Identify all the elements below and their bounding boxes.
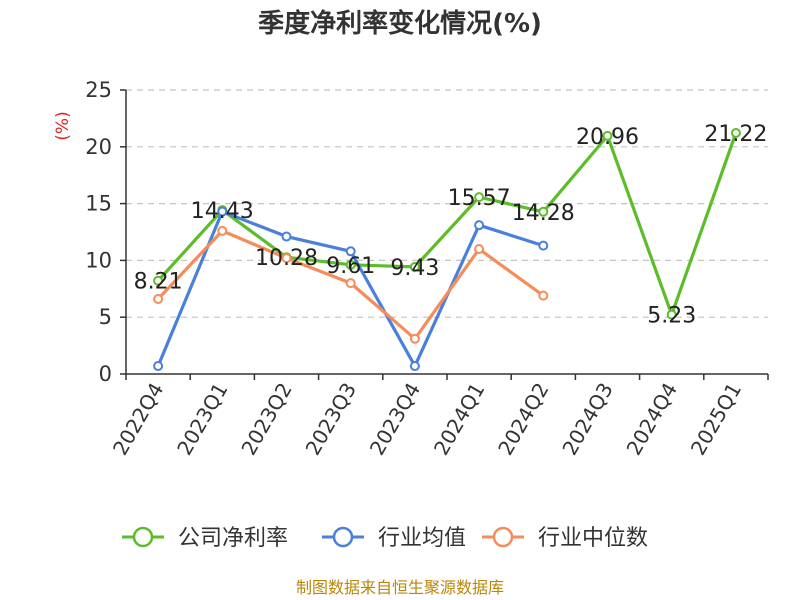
legend-item-2: 行业中位数	[482, 526, 648, 551]
series-point-0	[602, 130, 613, 141]
y-tick-label: 25	[85, 78, 112, 102]
series-point-2	[153, 294, 164, 305]
x-tick-label: 2024Q4	[622, 379, 682, 460]
series-line-0	[156, 132, 738, 317]
gridlines	[126, 89, 768, 318]
x-tick-label: 2024Q1	[429, 379, 489, 460]
x-tick-label: 2025Q1	[686, 379, 746, 460]
y-tick-label: 0	[99, 362, 112, 386]
y-axis-label: (%)	[53, 111, 73, 140]
x-tick-label: 2024Q2	[493, 379, 553, 460]
legend-swatch-marker	[332, 526, 354, 548]
data-label: 14.28	[512, 201, 575, 226]
data-label: 20.96	[576, 125, 639, 150]
series-point-1	[474, 220, 485, 231]
legend: 公司净利率 行业均值 行业中位数	[122, 526, 648, 551]
data-label: 15.57	[448, 186, 511, 211]
series-point-1	[409, 361, 420, 372]
legend-swatch-marker	[492, 526, 514, 548]
data-label: 8.21	[134, 270, 183, 295]
series-point-1	[345, 246, 356, 257]
legend-label: 行业中位数	[538, 526, 648, 551]
series-point-2	[538, 290, 549, 301]
series-line-1	[156, 209, 544, 368]
series-point-1	[281, 231, 292, 242]
series-point-0	[538, 206, 549, 217]
data-label: 10.28	[255, 246, 318, 271]
data-label: 5.23	[647, 304, 696, 329]
series-point-0	[153, 275, 164, 286]
data-label: 9.43	[390, 256, 439, 281]
data-label: 9.61	[326, 254, 375, 279]
series-point-2	[409, 333, 420, 344]
x-tick-label: 2024Q3	[557, 379, 617, 460]
source-note: 制图数据来自恒生聚源数据库	[296, 578, 504, 597]
series-point-0	[345, 259, 356, 270]
series-point-0	[474, 192, 485, 203]
series-point-2	[217, 225, 228, 236]
x-tick-label: 2023Q2	[236, 379, 296, 460]
legend-item-0: 公司净利率	[122, 526, 288, 551]
legend-swatch-marker	[132, 526, 154, 548]
series-point-2	[345, 278, 356, 289]
series-point-2	[474, 244, 485, 255]
y-tick-label: 10	[85, 248, 112, 272]
series-point-1	[538, 240, 549, 251]
series-point-0	[730, 127, 741, 138]
chart-title: 季度净利率变化情况(%)	[258, 8, 542, 39]
x-tick-label: 2023Q3	[301, 379, 361, 460]
series-layer	[153, 127, 741, 372]
series-point-1	[217, 206, 228, 217]
x-tick-label: 2022Q4	[108, 379, 168, 460]
data-label: 14.43	[191, 199, 254, 224]
y-tick-label: 15	[85, 192, 112, 216]
legend-label: 行业均值	[378, 526, 466, 551]
series-point-0	[666, 309, 677, 320]
series-point-2	[281, 253, 292, 264]
x-tick-label: 2023Q4	[365, 379, 425, 460]
legend-item-1: 行业均值	[322, 526, 466, 551]
data-label: 21.22	[704, 122, 767, 147]
legend-label: 公司净利率	[178, 526, 288, 551]
series-point-0	[409, 261, 420, 272]
x-tick-label: 2023Q1	[172, 379, 232, 460]
y-tick-label: 5	[99, 305, 112, 329]
series-point-1	[153, 361, 164, 372]
y-tick-label: 20	[85, 135, 112, 159]
